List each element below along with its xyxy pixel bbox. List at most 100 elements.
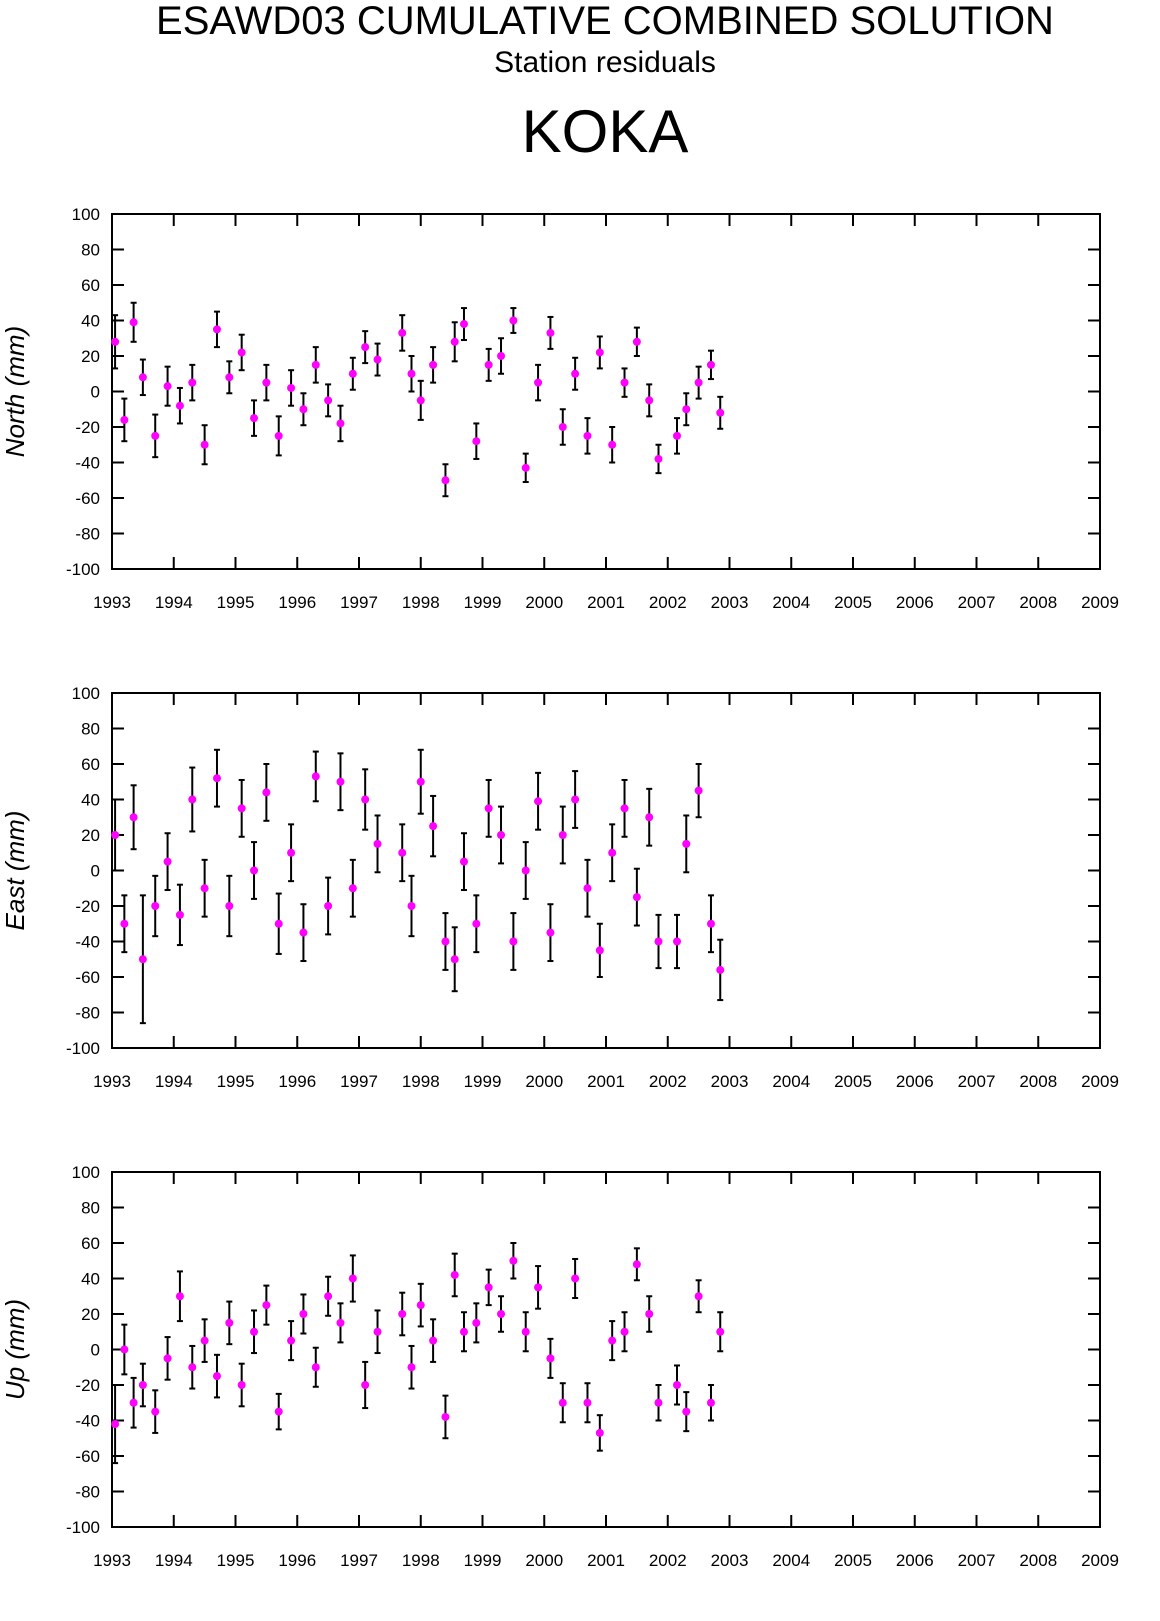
point bbox=[361, 343, 370, 352]
x-tick-label: 2000 bbox=[525, 1551, 563, 1570]
y-tick-label: -80 bbox=[75, 1483, 100, 1502]
y-tick-label: 20 bbox=[81, 826, 100, 845]
point bbox=[620, 804, 629, 813]
point bbox=[120, 1345, 129, 1354]
point bbox=[484, 804, 493, 813]
y-tick-label: -20 bbox=[75, 1376, 100, 1395]
x-tick-label: 1998 bbox=[402, 1551, 440, 1570]
y-tick-label: -40 bbox=[75, 933, 100, 952]
point bbox=[459, 320, 468, 329]
point bbox=[521, 1327, 530, 1336]
point bbox=[459, 1327, 468, 1336]
point bbox=[373, 355, 382, 364]
point bbox=[416, 777, 425, 786]
point bbox=[441, 476, 450, 485]
point bbox=[361, 795, 370, 804]
x-tick-label: 1993 bbox=[93, 593, 131, 612]
x-tick-label: 2004 bbox=[772, 1551, 810, 1570]
point bbox=[450, 955, 459, 964]
x-tick-label: 2005 bbox=[834, 593, 872, 612]
point bbox=[274, 919, 283, 928]
point bbox=[311, 360, 320, 369]
point bbox=[287, 1336, 296, 1345]
point bbox=[138, 1381, 147, 1389]
x-tick-label: 2005 bbox=[834, 1072, 872, 1091]
point bbox=[645, 1310, 654, 1318]
point bbox=[472, 1318, 481, 1327]
point bbox=[558, 423, 567, 431]
x-tick-label: 2008 bbox=[1019, 1072, 1057, 1091]
point bbox=[348, 1274, 357, 1283]
x-tick-label: 2002 bbox=[649, 1551, 687, 1570]
point bbox=[694, 1292, 703, 1301]
y-tick-label: -80 bbox=[75, 525, 100, 544]
y-tick-label: -60 bbox=[75, 968, 100, 987]
point bbox=[706, 919, 715, 928]
y-tick-label: 80 bbox=[81, 1199, 100, 1218]
point bbox=[111, 337, 120, 346]
point bbox=[571, 1274, 580, 1283]
point bbox=[398, 328, 407, 337]
y-axis-label: Up (mm) bbox=[0, 1299, 30, 1400]
y-tick-label: 0 bbox=[91, 1341, 100, 1360]
point bbox=[336, 777, 345, 786]
point bbox=[497, 352, 506, 360]
point bbox=[373, 1327, 382, 1336]
point bbox=[595, 1428, 604, 1437]
y-axis-label: North (mm) bbox=[0, 326, 30, 457]
point bbox=[129, 813, 138, 822]
point bbox=[336, 419, 345, 428]
y-tick-label: -40 bbox=[75, 454, 100, 473]
x-tick-label: 2002 bbox=[649, 1072, 687, 1091]
point bbox=[311, 772, 320, 781]
point bbox=[632, 1260, 641, 1269]
point bbox=[129, 1398, 138, 1407]
point bbox=[429, 822, 438, 831]
point bbox=[706, 360, 715, 369]
point bbox=[620, 1327, 629, 1336]
point bbox=[212, 774, 221, 783]
point bbox=[534, 1283, 543, 1292]
y-tick-label: 0 bbox=[91, 383, 100, 402]
point bbox=[324, 1292, 333, 1301]
point bbox=[595, 348, 604, 357]
x-tick-label: 2008 bbox=[1019, 593, 1057, 612]
point bbox=[336, 1318, 345, 1327]
point bbox=[583, 1398, 592, 1407]
point bbox=[546, 328, 555, 337]
point bbox=[459, 857, 468, 866]
x-tick-label: 1994 bbox=[155, 593, 193, 612]
point bbox=[262, 378, 271, 387]
point bbox=[450, 337, 459, 346]
x-tick-label: 1995 bbox=[217, 593, 255, 612]
point bbox=[111, 1420, 120, 1429]
point bbox=[262, 788, 271, 797]
y-tick-label: 100 bbox=[72, 205, 100, 224]
point bbox=[546, 1354, 555, 1363]
x-tick-label: 1995 bbox=[217, 1072, 255, 1091]
point bbox=[509, 937, 518, 946]
x-tick-label: 1999 bbox=[464, 1551, 502, 1570]
y-tick-label: -20 bbox=[75, 418, 100, 437]
point bbox=[250, 866, 259, 875]
y-axis-label: East (mm) bbox=[0, 811, 30, 931]
y-tick-label: 40 bbox=[81, 791, 100, 810]
point bbox=[407, 369, 416, 378]
y-tick-label: 100 bbox=[72, 1163, 100, 1182]
point bbox=[534, 378, 543, 387]
x-tick-label: 2003 bbox=[711, 1072, 749, 1091]
point bbox=[571, 369, 580, 378]
point bbox=[237, 1381, 246, 1389]
point bbox=[250, 414, 259, 423]
x-tick-label: 2003 bbox=[711, 593, 749, 612]
x-tick-label: 2001 bbox=[587, 1072, 625, 1091]
point bbox=[645, 396, 654, 405]
y-tick-label: 20 bbox=[81, 347, 100, 366]
point bbox=[287, 383, 296, 392]
y-tick-label: 60 bbox=[81, 755, 100, 774]
point bbox=[262, 1301, 271, 1310]
x-tick-label: 1999 bbox=[464, 1072, 502, 1091]
x-tick-label: 2007 bbox=[958, 1072, 996, 1091]
y-tick-label: -100 bbox=[66, 560, 100, 579]
